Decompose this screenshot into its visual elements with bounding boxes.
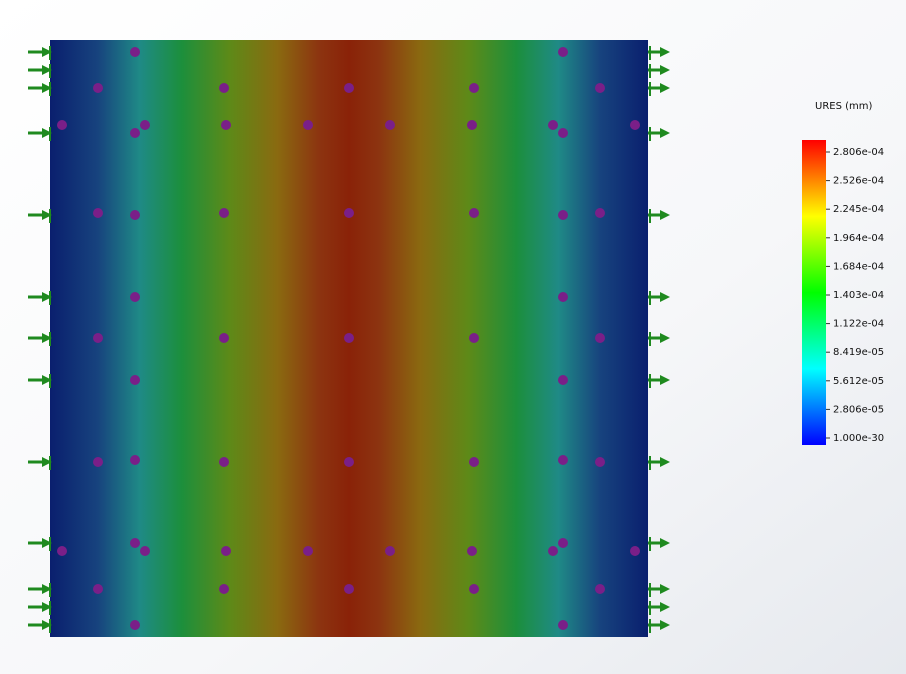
load-point — [558, 538, 568, 548]
load-point — [344, 457, 354, 467]
load-point — [630, 546, 640, 556]
load-point — [219, 457, 229, 467]
legend-label: 5.612e-05 — [833, 376, 884, 387]
load-point — [93, 83, 103, 93]
load-point — [130, 292, 140, 302]
load-point — [303, 120, 313, 130]
load-point — [630, 120, 640, 130]
load-point — [93, 333, 103, 343]
legend-label: 2.806e-05 — [833, 404, 884, 415]
load-point — [558, 455, 568, 465]
load-point — [467, 546, 477, 556]
load-point — [221, 120, 231, 130]
load-point — [303, 546, 313, 556]
legend-label: 2.526e-04 — [833, 176, 884, 187]
load-point — [130, 210, 140, 220]
legend-label: 1.122e-04 — [833, 319, 884, 330]
load-point — [558, 375, 568, 385]
load-point — [558, 620, 568, 630]
legend-label: 1.964e-04 — [833, 233, 884, 244]
load-point — [140, 120, 150, 130]
legend-label: 2.806e-04 — [833, 147, 884, 158]
load-point — [221, 546, 231, 556]
load-point — [595, 83, 605, 93]
legend-title: URES (mm) — [815, 101, 872, 112]
load-point — [130, 375, 140, 385]
load-point — [469, 457, 479, 467]
load-point — [219, 333, 229, 343]
load-point — [469, 83, 479, 93]
load-point — [344, 83, 354, 93]
load-point — [344, 208, 354, 218]
load-point — [130, 538, 140, 548]
load-point — [57, 546, 67, 556]
load-point — [548, 120, 558, 130]
load-point — [130, 455, 140, 465]
load-point — [130, 47, 140, 57]
load-point — [469, 584, 479, 594]
load-point — [385, 120, 395, 130]
load-point — [385, 546, 395, 556]
load-point — [558, 210, 568, 220]
load-point — [467, 120, 477, 130]
load-point — [93, 584, 103, 594]
load-point — [469, 333, 479, 343]
load-point — [219, 584, 229, 594]
load-point — [548, 546, 558, 556]
legend-label: 1.403e-04 — [833, 290, 884, 301]
legend-label: 1.684e-04 — [833, 261, 884, 272]
load-point — [57, 120, 67, 130]
legend-label: 1.000e-30 — [833, 433, 884, 444]
load-point — [469, 208, 479, 218]
load-point — [219, 83, 229, 93]
load-point — [595, 333, 605, 343]
load-point — [93, 457, 103, 467]
load-point — [93, 208, 103, 218]
load-point — [558, 47, 568, 57]
load-point — [219, 208, 229, 218]
legend-label: 2.245e-04 — [833, 204, 884, 215]
load-point — [595, 457, 605, 467]
load-point — [558, 128, 568, 138]
load-point — [130, 128, 140, 138]
legend-label: 8.419e-05 — [833, 347, 884, 358]
color-bar — [802, 140, 826, 445]
load-point — [595, 584, 605, 594]
load-point — [558, 292, 568, 302]
load-point — [344, 333, 354, 343]
load-point — [140, 546, 150, 556]
viewport: URES (mm) 2.806e-04 2.526e-04 2.245e-04 1.9… — [0, 0, 906, 674]
load-point — [344, 584, 354, 594]
load-point — [595, 208, 605, 218]
load-point — [130, 620, 140, 630]
